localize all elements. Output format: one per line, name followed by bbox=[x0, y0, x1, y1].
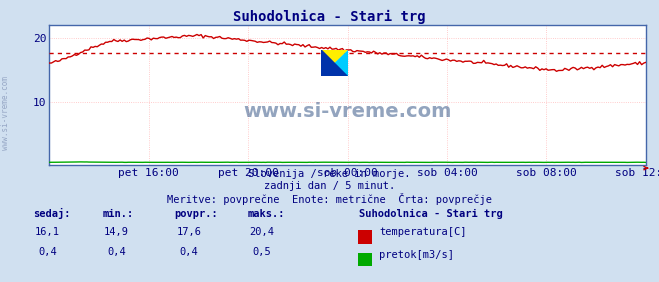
Text: Suhodolnica - Stari trg: Suhodolnica - Stari trg bbox=[359, 209, 503, 219]
Text: maks.:: maks.: bbox=[247, 209, 285, 219]
Text: 16,1: 16,1 bbox=[35, 228, 60, 237]
Text: povpr.:: povpr.: bbox=[175, 209, 218, 219]
Polygon shape bbox=[321, 50, 348, 76]
Polygon shape bbox=[321, 50, 348, 76]
Text: min.:: min.: bbox=[102, 209, 133, 219]
Text: pretok[m3/s]: pretok[m3/s] bbox=[379, 250, 454, 260]
Text: 17,6: 17,6 bbox=[177, 228, 202, 237]
Text: Meritve: povprečne  Enote: metrične  Črta: povprečje: Meritve: povprečne Enote: metrične Črta:… bbox=[167, 193, 492, 206]
Text: 20,4: 20,4 bbox=[249, 228, 274, 237]
Text: zadnji dan / 5 minut.: zadnji dan / 5 minut. bbox=[264, 181, 395, 191]
Text: 0,5: 0,5 bbox=[252, 247, 271, 257]
Text: Suhodolnica - Stari trg: Suhodolnica - Stari trg bbox=[233, 10, 426, 24]
Text: 0,4: 0,4 bbox=[38, 247, 57, 257]
Text: temperatura[C]: temperatura[C] bbox=[379, 228, 467, 237]
Text: 0,4: 0,4 bbox=[180, 247, 198, 257]
Polygon shape bbox=[321, 50, 348, 76]
Text: sedaj:: sedaj: bbox=[33, 208, 71, 219]
Text: www.si-vreme.com: www.si-vreme.com bbox=[1, 76, 10, 150]
Text: 14,9: 14,9 bbox=[104, 228, 129, 237]
Text: www.si-vreme.com: www.si-vreme.com bbox=[243, 102, 452, 122]
Text: 0,4: 0,4 bbox=[107, 247, 126, 257]
Text: Slovenija / reke in morje.: Slovenija / reke in morje. bbox=[248, 169, 411, 179]
